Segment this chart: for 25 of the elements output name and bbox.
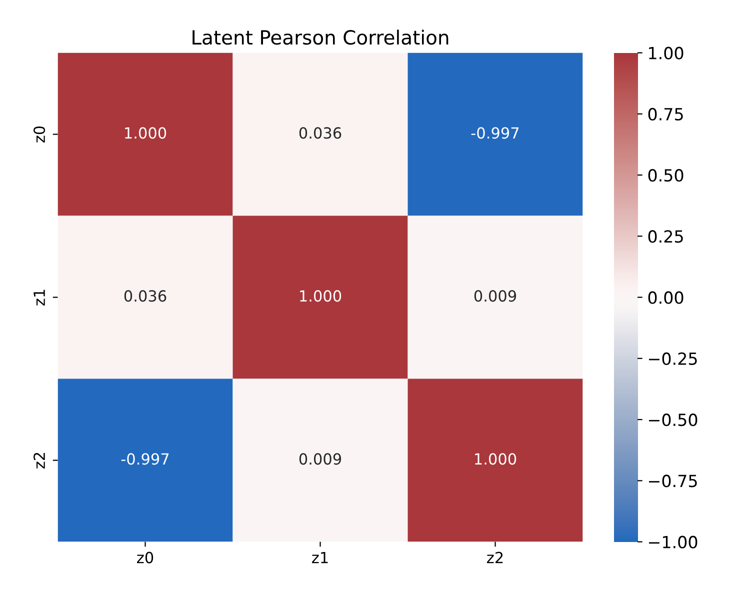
y-tick-label: z0 — [34, 126, 46, 143]
data-label: -0.997 — [121, 453, 169, 465]
color-bar-label: −0.50 — [648, 414, 698, 426]
data-label: 1.000 — [300, 290, 342, 302]
x-tick-label: z2 — [487, 552, 503, 564]
data-label: -0.997 — [471, 127, 519, 139]
y-tick-label: z1 — [34, 290, 45, 306]
data-label: 1.000 — [125, 127, 166, 139]
color-bar-label: 0.00 — [648, 291, 684, 304]
data-label: 0.009 — [299, 453, 342, 465]
data-label: 0.036 — [124, 290, 166, 302]
color-bar-label: −0.25 — [648, 352, 697, 365]
color-bar-label: −1.00 — [648, 536, 698, 548]
data-label: 0.009 — [474, 290, 516, 302]
x-tick-label: z0 — [137, 552, 154, 564]
y-tick-label: z2 — [34, 452, 45, 469]
color-bar-label: 0.25 — [648, 230, 683, 243]
color-bar-label: −0.75 — [648, 474, 697, 488]
color-bar-label: 0.50 — [648, 169, 684, 182]
color-bar-label: 0.75 — [648, 108, 683, 120]
chart-title: Latent Pearson Correlation — [192, 30, 448, 45]
x-tick-label: z1 — [312, 552, 328, 564]
data-label: 1.000 — [475, 453, 516, 465]
color-bar-label: 1.00 — [649, 46, 684, 60]
data-label: 0.036 — [299, 127, 342, 139]
